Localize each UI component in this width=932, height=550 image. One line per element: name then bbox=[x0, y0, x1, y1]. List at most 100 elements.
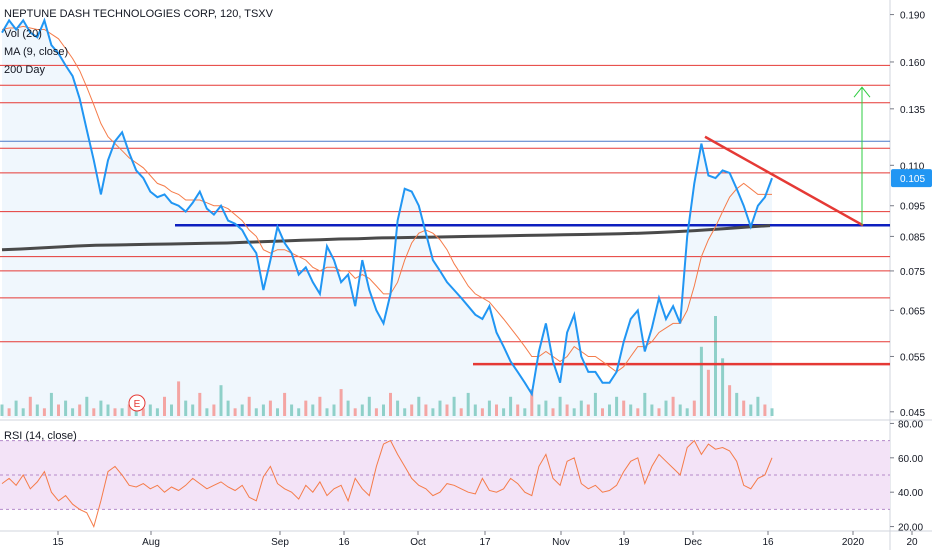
volume-bar bbox=[106, 404, 110, 416]
volume-bar bbox=[657, 408, 661, 416]
volume-bar bbox=[396, 400, 400, 416]
volume-bar bbox=[544, 400, 548, 416]
volume-bar bbox=[311, 404, 315, 416]
volume-bar bbox=[403, 408, 407, 416]
volume-bar bbox=[389, 392, 392, 416]
volume-bar bbox=[516, 404, 520, 416]
volume-bar bbox=[714, 316, 717, 416]
volume-bar bbox=[21, 408, 25, 416]
time-tick-label: 15 bbox=[52, 537, 64, 548]
rsi-title[interactable]: RSI (14, close) bbox=[4, 430, 77, 442]
volume-bar bbox=[572, 408, 576, 416]
volume-bar bbox=[424, 404, 428, 416]
volume-bar bbox=[502, 408, 506, 416]
volume-bar bbox=[148, 404, 152, 416]
volume-bar bbox=[7, 408, 11, 416]
volume-bar bbox=[205, 408, 209, 416]
volume-bar bbox=[247, 396, 251, 416]
volume-bar bbox=[163, 396, 166, 416]
volume-bar bbox=[304, 400, 308, 416]
volume-bar bbox=[283, 392, 287, 416]
volume-bar bbox=[28, 396, 32, 416]
volume-bar bbox=[487, 400, 491, 416]
indicator-volume[interactable]: Vol (20) bbox=[4, 28, 42, 40]
volume-bar bbox=[141, 408, 145, 416]
volume-bar bbox=[770, 408, 774, 416]
volume-bar bbox=[99, 400, 103, 416]
earnings-marker-label: E bbox=[134, 399, 141, 410]
volume-bar bbox=[728, 385, 732, 416]
current-price-label: 0.105 bbox=[900, 174, 925, 185]
volume-bar bbox=[495, 404, 498, 416]
volume-bar bbox=[360, 404, 364, 416]
volume-bar bbox=[212, 404, 216, 416]
volume-bar bbox=[120, 408, 124, 416]
volume-bar bbox=[367, 396, 371, 416]
volume-bar bbox=[297, 408, 301, 416]
volume-bar bbox=[558, 396, 562, 416]
time-tick-label: Nov bbox=[552, 537, 570, 548]
time-tick-label: 16 bbox=[338, 537, 350, 548]
volume-bar bbox=[113, 408, 117, 416]
volume-bar bbox=[735, 392, 739, 416]
volume-bar bbox=[685, 408, 689, 416]
volume-bar bbox=[353, 408, 357, 416]
rsi-line bbox=[1, 439, 773, 528]
current-price-tag bbox=[891, 169, 932, 188]
volume-bar bbox=[219, 385, 223, 416]
volume-bar bbox=[92, 408, 96, 416]
volume-bar bbox=[763, 404, 767, 416]
volume-bar bbox=[706, 369, 710, 416]
time-tick-label: 20 bbox=[906, 537, 918, 548]
volume-bar bbox=[664, 400, 668, 416]
volume-bar bbox=[85, 396, 89, 416]
volume-bar bbox=[177, 381, 181, 416]
volume-bar bbox=[78, 404, 82, 416]
price-tick-label: 0.095 bbox=[900, 202, 925, 213]
rsi-tick-label: 20.00 bbox=[898, 523, 923, 534]
price-tick-label: 0.190 bbox=[900, 11, 925, 22]
indicator-ma200[interactable]: 200 Day bbox=[4, 64, 45, 76]
volume-bar bbox=[127, 404, 131, 416]
price-tick-label: 0.045 bbox=[900, 408, 925, 419]
volume-bar bbox=[0, 404, 4, 416]
volume-bar bbox=[240, 404, 244, 416]
volume-bar bbox=[346, 400, 350, 416]
volume-bar bbox=[579, 400, 583, 416]
volume-bar bbox=[586, 404, 590, 416]
time-tick-label: 16 bbox=[762, 537, 774, 548]
volume-bar bbox=[445, 404, 449, 416]
volume-bar bbox=[509, 396, 513, 416]
descending-trendline bbox=[704, 135, 864, 227]
volume-bar bbox=[749, 404, 753, 416]
volume-bar bbox=[431, 408, 435, 416]
volume-bar bbox=[650, 404, 654, 416]
volume-bar bbox=[593, 392, 597, 416]
volume-bar bbox=[226, 400, 230, 416]
volume-bar bbox=[615, 396, 619, 416]
volume-bar bbox=[742, 400, 746, 416]
volume-bar bbox=[35, 404, 39, 416]
volume-bar bbox=[636, 408, 640, 416]
volume-bar bbox=[671, 396, 675, 416]
time-tick-label: 19 bbox=[618, 537, 630, 548]
volume-bar bbox=[438, 400, 442, 416]
volume-bar bbox=[565, 404, 569, 416]
price-tick-label: 0.065 bbox=[900, 306, 925, 317]
volume-bar bbox=[466, 392, 470, 416]
time-tick-label: 2020 bbox=[842, 537, 865, 548]
volume-bar bbox=[14, 400, 18, 416]
volume-bar bbox=[170, 404, 173, 416]
volume-bar bbox=[268, 400, 272, 416]
rsi-tick-label: 60.00 bbox=[898, 454, 923, 465]
time-tick-label: Sep bbox=[271, 537, 289, 548]
symbol-title: NEPTUNE DASH TECHNOLOGIES CORP, 120, TSX… bbox=[4, 8, 273, 20]
time-tick-label: Aug bbox=[142, 537, 160, 548]
volume-bar bbox=[155, 408, 159, 416]
indicator-ma9[interactable]: MA (9, close) bbox=[4, 46, 69, 58]
volume-bar bbox=[261, 404, 265, 416]
earnings-marker-icon bbox=[128, 394, 146, 412]
volume-bar bbox=[325, 408, 329, 416]
